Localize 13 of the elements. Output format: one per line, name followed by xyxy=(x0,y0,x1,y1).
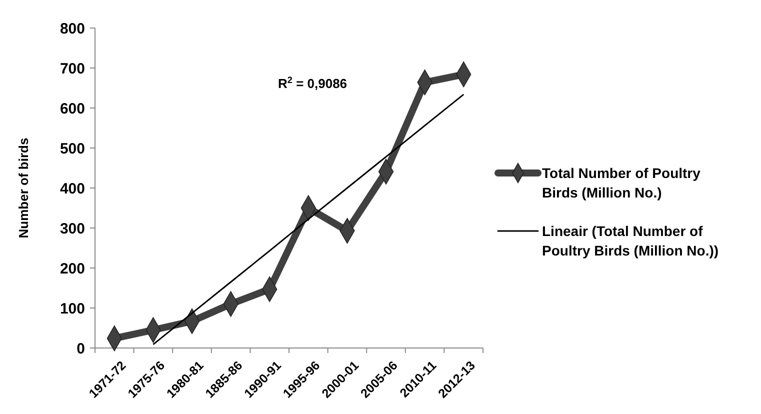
y-tick-label: 0 xyxy=(76,340,85,358)
y-axis-title: Number of birds xyxy=(16,138,31,238)
y-tick-label: 400 xyxy=(60,180,85,198)
legend-label: Total Number of Poultry Birds (Million No.) xyxy=(542,164,701,200)
y-tick-label: 700 xyxy=(60,60,85,78)
legend-label: Lineair (Total Number of Poultry Birds (Million No.)) xyxy=(542,222,719,258)
y-tick-label: 300 xyxy=(60,220,85,238)
y-tick-label: 500 xyxy=(60,140,85,158)
y-tick-label: 800 xyxy=(60,20,85,38)
y-tick-label: 100 xyxy=(60,300,85,318)
y-tick-label: 200 xyxy=(60,260,85,278)
y-tick-label: 600 xyxy=(60,100,85,118)
annotation: R$^{2}$ = 0,9086 xyxy=(278,75,348,91)
